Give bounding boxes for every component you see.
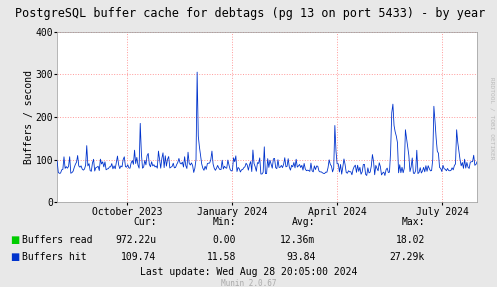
Text: Buffers hit: Buffers hit	[22, 252, 87, 262]
Text: ■: ■	[10, 252, 19, 262]
Text: ■: ■	[10, 234, 19, 245]
Text: 0.00: 0.00	[213, 234, 236, 245]
Text: 18.02: 18.02	[396, 234, 425, 245]
Text: 27.29k: 27.29k	[390, 252, 425, 262]
Text: Max:: Max:	[402, 217, 425, 227]
Text: 972.22u: 972.22u	[115, 234, 157, 245]
Text: Buffers read: Buffers read	[22, 234, 93, 245]
Text: RRDTOOL / TOBI OETIKER: RRDTOOL / TOBI OETIKER	[490, 77, 495, 160]
Text: Cur:: Cur:	[133, 217, 157, 227]
Text: Munin 2.0.67: Munin 2.0.67	[221, 279, 276, 287]
Y-axis label: Buffers / second: Buffers / second	[24, 70, 34, 164]
Text: Avg:: Avg:	[292, 217, 316, 227]
Text: Min:: Min:	[213, 217, 236, 227]
Text: 11.58: 11.58	[207, 252, 236, 262]
Text: 12.36m: 12.36m	[280, 234, 316, 245]
Text: 93.84: 93.84	[286, 252, 316, 262]
Text: 109.74: 109.74	[121, 252, 157, 262]
Text: Last update: Wed Aug 28 20:05:00 2024: Last update: Wed Aug 28 20:05:00 2024	[140, 267, 357, 277]
Text: PostgreSQL buffer cache for debtags (pg 13 on port 5433) - by year: PostgreSQL buffer cache for debtags (pg …	[15, 7, 485, 20]
